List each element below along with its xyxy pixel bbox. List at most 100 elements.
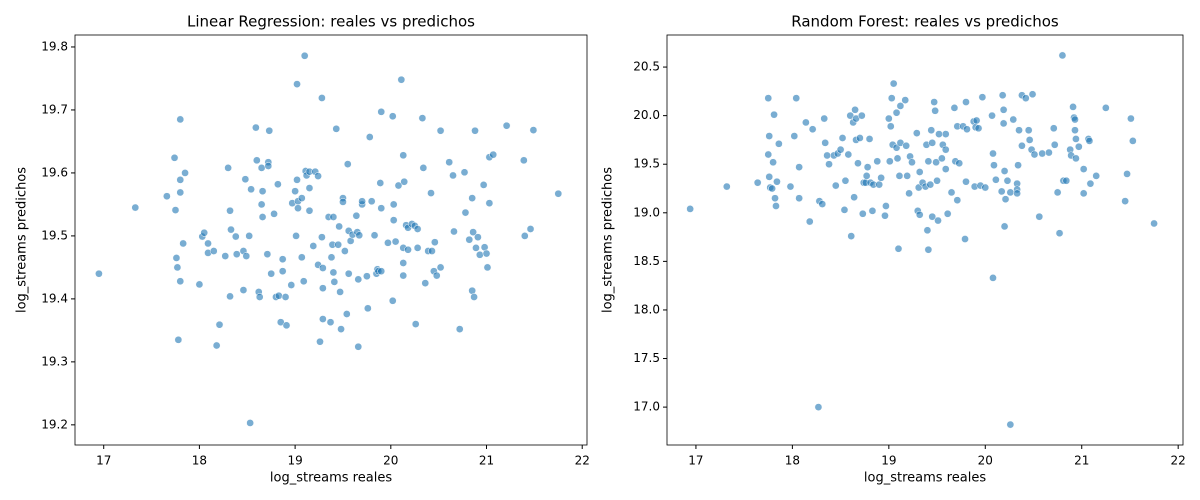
point	[943, 209, 952, 218]
point	[1030, 150, 1039, 159]
point	[805, 217, 814, 226]
y-tick-label: 19.5	[633, 157, 660, 171]
point	[472, 244, 480, 252]
point	[955, 159, 964, 168]
point	[258, 187, 267, 196]
point	[930, 98, 939, 106]
point	[318, 94, 326, 102]
point	[836, 145, 845, 154]
point	[305, 184, 314, 192]
point	[795, 163, 803, 171]
point	[1150, 219, 1158, 228]
point	[902, 141, 911, 150]
point	[885, 157, 894, 166]
point	[814, 403, 823, 411]
point	[903, 172, 912, 180]
point	[172, 254, 181, 262]
point	[722, 182, 731, 191]
point	[485, 199, 494, 208]
point	[432, 271, 441, 280]
point	[419, 164, 428, 172]
point	[281, 293, 290, 301]
point	[274, 291, 283, 300]
y-tick-label: 19.0	[633, 205, 660, 219]
point	[329, 268, 338, 277]
point	[887, 94, 896, 103]
point	[336, 288, 344, 296]
point	[299, 277, 308, 286]
x-tick-label: 17	[96, 454, 111, 468]
point	[314, 172, 322, 180]
point	[526, 225, 535, 233]
point	[397, 75, 406, 84]
x-tick-label: 22	[575, 454, 590, 468]
point	[173, 263, 182, 272]
point	[257, 164, 266, 172]
point	[377, 204, 386, 213]
point	[413, 225, 422, 233]
point	[1127, 114, 1135, 123]
y-axis-label: log_streams predichos	[15, 167, 30, 313]
point	[1085, 137, 1094, 145]
point	[305, 206, 314, 215]
point	[773, 177, 781, 186]
point	[293, 176, 301, 184]
point	[215, 320, 224, 329]
point	[475, 250, 484, 259]
point	[941, 145, 950, 154]
point	[384, 238, 392, 247]
point	[768, 184, 776, 193]
point	[204, 239, 212, 248]
point	[329, 213, 338, 221]
point	[209, 247, 218, 255]
point	[988, 111, 996, 120]
point	[772, 202, 780, 210]
point	[1035, 212, 1044, 221]
point	[1069, 103, 1077, 111]
point	[326, 318, 335, 327]
point	[881, 211, 889, 220]
point	[877, 173, 885, 182]
point	[771, 194, 779, 203]
point	[1071, 115, 1079, 124]
point	[863, 163, 872, 171]
point	[339, 198, 347, 206]
point	[792, 94, 801, 103]
point	[427, 189, 435, 197]
axes-frame	[74, 34, 588, 446]
point	[267, 269, 276, 278]
point	[838, 134, 847, 142]
point	[992, 175, 1000, 184]
point	[389, 216, 398, 225]
point	[278, 255, 287, 264]
point	[1071, 126, 1079, 135]
point	[1025, 136, 1034, 144]
point	[802, 118, 810, 127]
point	[998, 91, 1007, 100]
point	[469, 228, 477, 236]
point	[923, 226, 932, 235]
point	[297, 194, 306, 202]
point	[997, 187, 1006, 196]
point	[962, 177, 970, 186]
point	[1038, 149, 1047, 158]
x-axis-label: log_streams reales	[270, 471, 392, 486]
point	[252, 156, 261, 165]
point	[354, 275, 363, 284]
point	[990, 161, 998, 170]
point	[931, 106, 939, 115]
point	[179, 239, 187, 248]
y-tick-label: 19.2	[41, 417, 68, 431]
point	[399, 271, 408, 280]
point	[999, 119, 1008, 128]
point	[908, 158, 916, 167]
point	[873, 157, 882, 166]
point	[821, 138, 830, 147]
point	[436, 263, 445, 272]
point	[319, 284, 327, 293]
point	[889, 79, 898, 88]
point	[765, 132, 774, 140]
point	[786, 182, 795, 191]
point	[461, 208, 470, 217]
point	[999, 105, 1008, 114]
